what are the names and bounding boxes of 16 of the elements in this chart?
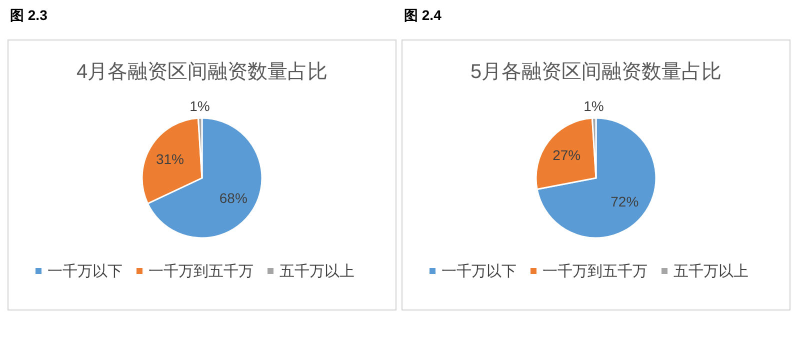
data-label: 31% <box>156 151 184 168</box>
legend-label: 一千万以下 <box>442 263 516 280</box>
legend-label: 五千万以上 <box>674 263 748 280</box>
caption: 图 2.4 <box>404 7 442 23</box>
data-label: 72% <box>610 194 639 210</box>
legend-label: 一千万以下 <box>48 263 122 280</box>
legend-label: 五千万以上 <box>280 263 354 280</box>
caption: 图 2.3 <box>10 7 48 23</box>
chart-title: 5月各融资区间融资数量占比 <box>470 61 722 83</box>
data-label: 27% <box>552 147 581 164</box>
data-label: 1% <box>190 98 210 114</box>
chart-title: 4月各融资区间融资数量占比 <box>76 61 328 83</box>
legend-label: 一千万到五千万 <box>148 263 254 280</box>
data-label: 1% <box>584 98 604 114</box>
legend-label: 一千万到五千万 <box>542 263 648 280</box>
data-label: 68% <box>219 190 248 206</box>
